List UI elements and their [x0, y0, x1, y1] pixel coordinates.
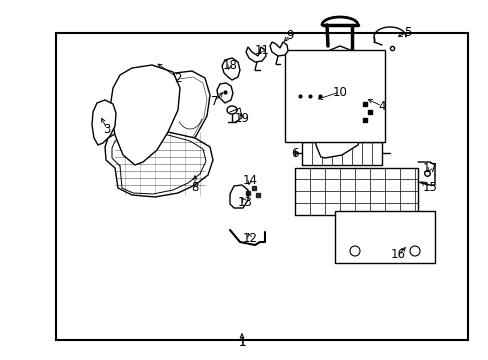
Text: 9: 9 — [285, 28, 293, 41]
Text: 16: 16 — [390, 248, 405, 261]
Text: 7: 7 — [211, 95, 218, 108]
Bar — [334, 211, 434, 263]
Polygon shape — [105, 130, 213, 197]
Text: 15: 15 — [422, 180, 437, 194]
Text: 6: 6 — [291, 147, 298, 159]
Text: 19: 19 — [234, 112, 249, 125]
Bar — [285, 50, 384, 142]
Text: 12: 12 — [242, 231, 257, 244]
Text: 8: 8 — [191, 180, 198, 194]
Text: 1: 1 — [238, 336, 245, 348]
Text: 2: 2 — [174, 72, 182, 85]
Text: 5: 5 — [404, 26, 411, 39]
Text: 1: 1 — [238, 336, 245, 348]
Polygon shape — [245, 47, 265, 62]
Text: 10: 10 — [332, 86, 347, 99]
Polygon shape — [217, 83, 232, 103]
Text: 17: 17 — [422, 162, 437, 175]
Polygon shape — [269, 42, 287, 56]
Polygon shape — [229, 185, 247, 208]
Polygon shape — [92, 100, 116, 145]
Polygon shape — [222, 58, 240, 80]
Polygon shape — [110, 65, 180, 165]
Text: 13: 13 — [237, 195, 252, 208]
Text: 11: 11 — [254, 44, 269, 57]
Text: 14: 14 — [242, 174, 257, 186]
Text: 3: 3 — [103, 122, 110, 135]
Bar — [56, 33, 467, 340]
Polygon shape — [312, 46, 365, 158]
Polygon shape — [151, 71, 209, 165]
Text: 4: 4 — [378, 99, 385, 112]
Text: 18: 18 — [222, 59, 237, 72]
